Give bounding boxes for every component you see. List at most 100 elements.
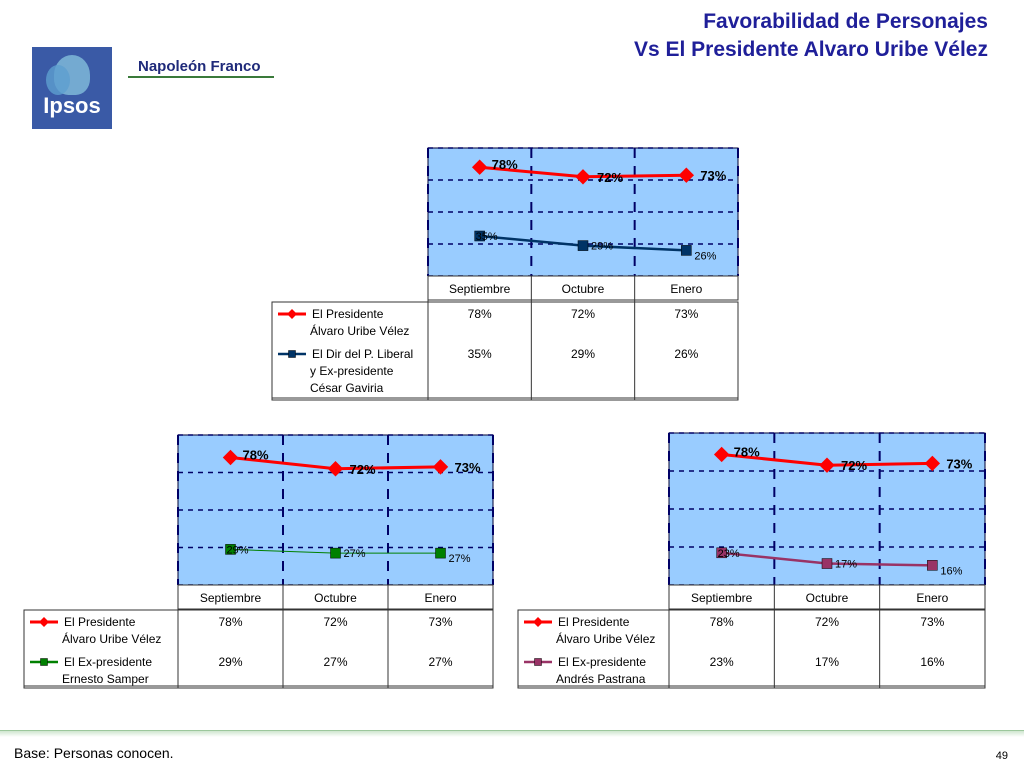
title-line-1: Favorabilidad de Personajes [703,10,988,33]
category-row [668,584,986,610]
table-value: 72% [323,615,347,629]
data-label: 26% [694,250,716,262]
data-label: 78% [243,448,269,463]
data-label: 73% [946,456,972,471]
data-point [225,544,236,555]
data-point [681,245,692,256]
legend-marker [533,617,543,627]
data-label: 27% [344,548,366,560]
footer-divider [0,730,1024,737]
legend-marker [40,658,48,666]
data-point [819,457,835,473]
table-value: 73% [674,307,698,321]
legend-label: El Ex-presidente [64,655,152,669]
table-value: 78% [710,615,734,629]
legend-label: El Presidente [312,307,384,321]
x-tick-label: Octubre [314,591,357,605]
slide-title: Favorabilidad de Personajes Vs El Presid… [634,8,988,64]
legend-label: Álvaro Uribe Vélez [310,323,409,338]
data-point [432,459,449,475]
data-point [927,560,938,571]
table-value: 29% [218,655,242,669]
x-tick-label: Octubre [562,282,605,296]
table-value: 35% [468,347,492,361]
footer-base-note: Base: Personas conocen. [14,745,174,761]
table-value: 29% [571,347,595,361]
data-point [577,240,589,251]
table-value: 23% [710,655,734,669]
partner-underline [128,76,274,78]
data-label: 17% [835,559,857,571]
legend-label: El Presidente [558,615,630,629]
chart-2: Septiembre Octubre Enero 78% 72% 73% El Presid… [23,434,494,689]
table-value: 73% [920,615,944,629]
chart-1: Septiembre Octubre Enero 78% 72% 73% El Presid… [271,147,739,401]
table-value: 17% [815,655,839,669]
data-label: 73% [455,460,481,475]
data-point [713,446,730,463]
legend-label: Andrés Pastrana [556,672,646,686]
data-label: 29% [591,241,613,253]
series-2: 29% 27% 27% El Ex-presidente Ernesto Samper 2… [30,544,471,686]
series-1: 78% 72% 73% El Presidente Álvaro Uribe Vélez… [524,444,973,646]
charts-canvas: Septiembre Octubre Enero 78% 72% 73% El Presid… [23,147,986,689]
partner-logo-text: Napoleón Franco [138,58,261,75]
legend-label: El Dir del P. Liberal [312,347,413,361]
legend-label: y Ex-presidente [310,364,394,378]
x-tick-label: Septiembre [200,591,262,605]
legend-label: El Presidente [64,615,136,629]
x-tick-label: Enero [670,282,702,296]
legend-label: Álvaro Uribe Vélez [62,631,161,646]
legend-marker [287,309,297,319]
table-value: 73% [428,615,452,629]
legend-label: El Ex-presidente [558,655,646,669]
ipsos-logo: Ipsos [32,47,112,129]
legend-label: César Gaviria [310,381,384,395]
data-label: 27% [449,553,471,565]
data-table [517,609,986,689]
legend-marker [39,617,49,627]
table-value: 78% [218,615,242,629]
data-point [716,547,727,559]
data-point [327,461,344,477]
x-tick-label: Octubre [806,591,849,605]
table-value: 72% [815,615,839,629]
table-value: 27% [323,655,347,669]
series-1: 78% 72% 73% El Presidente Álvaro Uribe Vélez… [278,157,727,338]
data-table [271,301,739,401]
data-point [471,159,488,175]
data-label: 72% [841,458,867,473]
data-point [924,455,941,472]
category-row [177,584,494,610]
data-label: 29% [227,544,249,556]
data-label: 72% [350,462,376,477]
x-tick-label: Enero [424,591,456,605]
data-point [474,230,485,242]
data-point [678,167,695,183]
series-2: 23% 17% 16% El Ex-presidente Andrés Pastrana… [524,547,963,686]
data-label: 72% [597,170,623,185]
chart-3: Septiembre Octubre Enero 78% 72% 73% El Presid… [517,432,986,689]
data-label: 23% [718,548,740,560]
data-table [23,609,494,689]
legend-label: Ernesto Samper [62,672,149,686]
data-point [575,169,591,185]
page-number: 49 [995,750,1008,762]
legend-marker [288,350,296,358]
title-line-2: Vs El Presidente Alvaro Uribe Vélez [633,38,988,61]
data-label: 78% [734,444,760,459]
x-tick-label: Septiembre [691,591,753,605]
series-2: 35% 29% 26% El Dir del P. Liberal y Ex-presi… [278,230,717,395]
data-point [222,449,239,466]
logo-text: Ipsos [43,93,101,118]
logo-face-icon [46,65,70,95]
data-label: 73% [700,168,726,183]
data-point [330,547,341,559]
data-point [821,558,833,569]
x-tick-label: Enero [916,591,948,605]
legend-marker [534,658,542,666]
data-label: 78% [492,157,518,172]
table-value: 78% [468,307,492,321]
data-label: 35% [476,231,498,243]
category-row [427,275,739,301]
